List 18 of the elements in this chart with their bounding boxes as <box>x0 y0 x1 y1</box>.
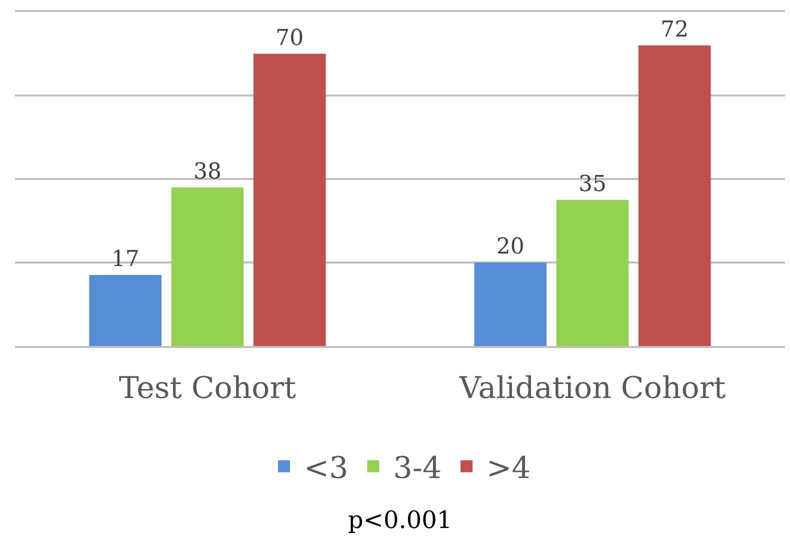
legend-label: 3-4 <box>393 450 442 486</box>
bar <box>474 262 547 346</box>
bar <box>556 200 629 346</box>
bar <box>171 187 244 346</box>
bar <box>253 54 326 346</box>
data-label: 72 <box>660 17 689 42</box>
legend-label: <3 <box>304 450 348 486</box>
text: p<0.001 <box>348 506 452 534</box>
x-tick-label: Validation Cohort <box>458 371 726 406</box>
legend-label: >4 <box>486 450 531 486</box>
bar <box>638 45 711 346</box>
data-label: 35 <box>578 172 606 197</box>
data-label: 70 <box>276 26 304 51</box>
x-tick-label: Test Cohort <box>118 371 296 406</box>
data-label: 20 <box>496 234 524 260</box>
bar <box>89 275 162 346</box>
data-label: 17 <box>111 247 140 272</box>
data-label: 38 <box>194 159 222 184</box>
